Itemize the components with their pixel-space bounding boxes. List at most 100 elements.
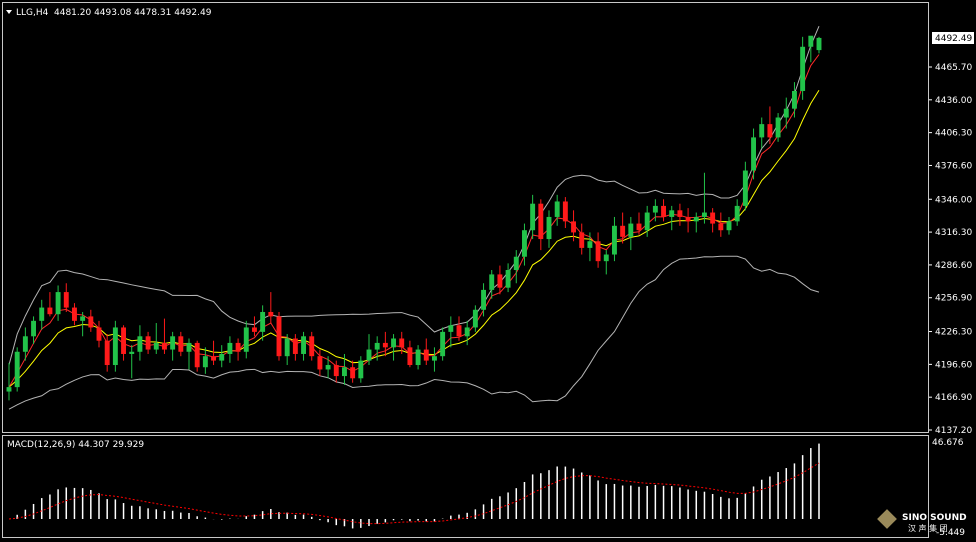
candle-body bbox=[513, 256, 519, 270]
candle-body bbox=[538, 203, 544, 240]
candle bbox=[342, 353, 347, 385]
candle bbox=[72, 303, 77, 326]
candle bbox=[816, 36, 822, 54]
price-tick-label: 4196.60 bbox=[935, 360, 972, 370]
price-tick-label: 4436.00 bbox=[935, 96, 972, 106]
candle-body bbox=[104, 340, 110, 366]
candle bbox=[472, 305, 478, 332]
candle-body bbox=[374, 342, 380, 350]
candle-body bbox=[121, 327, 126, 354]
candle-body bbox=[783, 108, 789, 118]
current-price-marker: 4492.49 bbox=[932, 32, 974, 44]
candle-body bbox=[260, 311, 266, 332]
candle bbox=[235, 338, 241, 361]
candle bbox=[415, 345, 421, 370]
candle bbox=[162, 318, 167, 354]
bollinger-bands bbox=[8, 25, 820, 410]
candle-body bbox=[284, 338, 290, 357]
candle bbox=[742, 161, 748, 211]
macd-label: MACD(12,26,9) 44.307 29.929 bbox=[7, 440, 144, 450]
candle bbox=[202, 347, 208, 374]
candle bbox=[628, 216, 634, 251]
candle-body bbox=[301, 336, 306, 354]
candle bbox=[399, 331, 405, 354]
candle-body bbox=[47, 307, 53, 315]
price-tick-label: 4346.00 bbox=[935, 195, 972, 205]
candle bbox=[513, 250, 519, 284]
candle-body bbox=[211, 356, 216, 361]
candle bbox=[292, 334, 298, 361]
candle-body bbox=[129, 351, 135, 354]
candle bbox=[734, 199, 740, 226]
candle-body bbox=[317, 356, 323, 370]
candle-body bbox=[636, 223, 642, 231]
candle bbox=[358, 356, 364, 383]
candle bbox=[652, 199, 658, 222]
candle-body bbox=[407, 347, 413, 366]
candle bbox=[153, 323, 159, 354]
candle-body bbox=[530, 203, 536, 231]
ohlc-readout: 4481.20 4493.08 4478.31 4492.49 bbox=[54, 8, 212, 18]
candle-body bbox=[6, 387, 12, 392]
candle-body bbox=[742, 170, 748, 206]
candle-body bbox=[685, 216, 691, 222]
candle-body bbox=[489, 274, 495, 290]
candle-body bbox=[88, 316, 94, 328]
candle-body bbox=[628, 223, 634, 237]
candle bbox=[751, 128, 756, 180]
candle bbox=[489, 269, 495, 299]
candle-body bbox=[792, 90, 797, 109]
current-price-label: 4492.49 bbox=[935, 34, 972, 44]
candle-body bbox=[72, 307, 77, 321]
candle-body bbox=[562, 201, 568, 222]
candle bbox=[792, 82, 797, 118]
candle bbox=[677, 203, 683, 226]
candle bbox=[382, 331, 388, 357]
candle bbox=[170, 331, 176, 361]
candle bbox=[603, 250, 609, 275]
bollinger-lower-line bbox=[8, 255, 820, 410]
candle-body bbox=[554, 201, 560, 217]
candle bbox=[644, 205, 650, 237]
candle-body bbox=[505, 269, 511, 288]
candle bbox=[194, 340, 200, 372]
candle bbox=[63, 283, 69, 312]
candle bbox=[284, 334, 290, 366]
candle bbox=[55, 285, 61, 321]
candle bbox=[211, 340, 216, 366]
candle bbox=[669, 205, 675, 231]
candle bbox=[636, 212, 642, 235]
candle bbox=[783, 97, 789, 129]
candle-body bbox=[423, 349, 429, 361]
candle bbox=[137, 325, 143, 361]
price-tick-label: 4137.20 bbox=[935, 426, 972, 436]
candle bbox=[432, 347, 437, 372]
candle-body bbox=[55, 292, 61, 315]
candle bbox=[538, 199, 544, 251]
candle-body bbox=[219, 353, 225, 361]
candle-body bbox=[595, 241, 601, 262]
candle bbox=[6, 362, 12, 401]
candle bbox=[333, 360, 339, 383]
candle-body bbox=[268, 311, 274, 317]
price-axis: 4465.70 4436.00 4406.30 4376.60 4346.00 4316.… bbox=[929, 63, 972, 436]
candle-body bbox=[31, 320, 36, 337]
candle-body bbox=[243, 327, 249, 352]
macd-frame bbox=[2, 435, 929, 538]
logo-subtitle: 汉 声 集 团 bbox=[908, 523, 948, 533]
dropdown-triangle-icon[interactable] bbox=[6, 10, 12, 14]
candle bbox=[661, 199, 666, 222]
candle-body bbox=[252, 327, 257, 332]
bollinger-upper-line bbox=[8, 25, 820, 366]
main-chart-frame bbox=[2, 2, 929, 433]
candle bbox=[554, 194, 560, 226]
candle bbox=[448, 316, 454, 348]
candle bbox=[31, 316, 36, 345]
macd-histogram bbox=[16, 443, 820, 529]
candle-body bbox=[350, 367, 356, 379]
candle-body bbox=[775, 117, 781, 138]
candle-body bbox=[767, 124, 773, 138]
price-tick-label: 4166.90 bbox=[935, 393, 972, 403]
moving-averages bbox=[8, 54, 820, 388]
candle bbox=[227, 336, 233, 363]
